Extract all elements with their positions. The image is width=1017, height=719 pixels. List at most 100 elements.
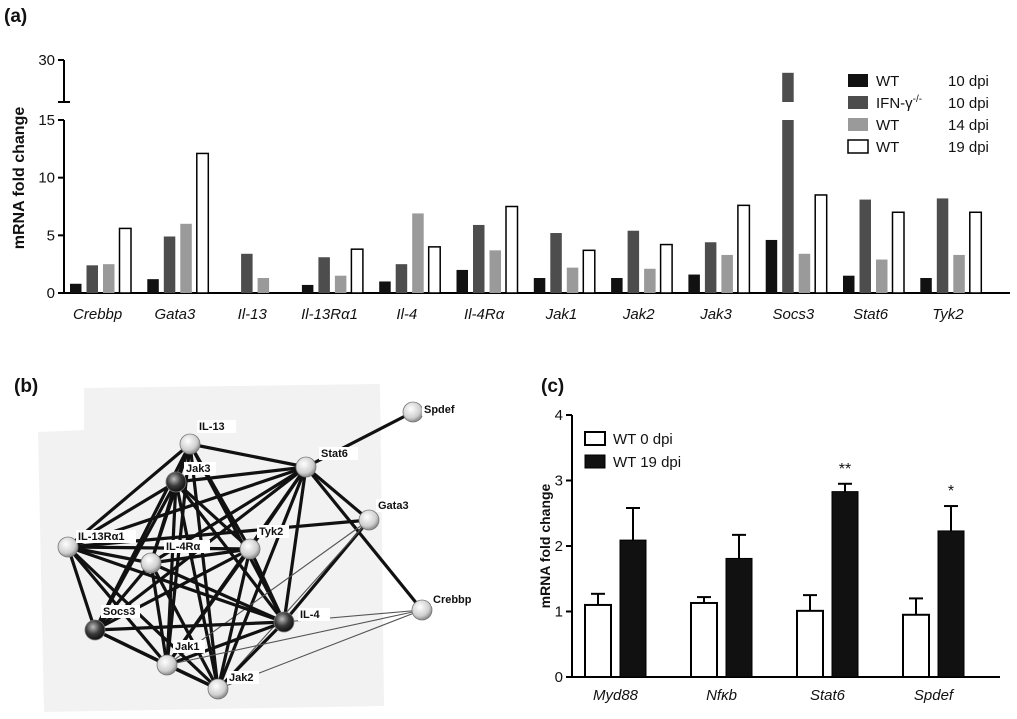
bar-Socs3-3 (814, 194, 828, 294)
panel-a-category-labels: Crebbp Gata3 Il-13 Il-13Rα1 Il-4 Il-4Rα Jak1 Ja… (73, 306, 964, 323)
network-edge-IL-4Ra-IL-4 (150, 561, 285, 624)
network-label-background (298, 608, 330, 621)
bar-Crebbp-0 (70, 283, 82, 293)
bar-Il-4-2 (412, 213, 424, 293)
bar-Crebbp-1 (86, 265, 98, 293)
network-nodes: Spdef IL-13 Stat6 Jak3 Gata3 Tyk2 IL-13Rα1 IL-4… (57, 401, 477, 700)
bar-Stat6-1 (859, 199, 871, 293)
bar-Myd88-0 (584, 603, 612, 679)
significance-marker: * (948, 483, 954, 500)
panel-c-y-axis-label: mRNA fold change (537, 483, 553, 608)
network-edge-Stat6-Jak3 (175, 465, 307, 484)
network-edge-IL-13Ra1-IL-4Ra (67, 545, 152, 565)
panel-a-y-tick-label: 30 (38, 52, 55, 69)
network-label-background (319, 447, 358, 460)
network-label-background (184, 462, 216, 475)
bar-Il-13-2 (257, 278, 270, 293)
network-label-background (257, 525, 289, 538)
network-label-background (422, 403, 461, 416)
panel-c-category-labels: Myd88 Nfκb Stat6 Spdef (593, 687, 955, 704)
network-edge-Stat6-IL-4 (282, 466, 308, 623)
bar-Il-13Rα1-0 (301, 284, 314, 293)
network-node-label: Spdef (424, 404, 455, 416)
network-node-label: Stat6 (321, 448, 348, 460)
panel-a-category-label: Il-13Rα1 (301, 306, 358, 323)
legend-label: WT 0 dpi (613, 431, 673, 448)
network-edge-Gata3-Jak2 (217, 519, 370, 690)
bar-Socs3-2 (798, 253, 811, 293)
panel-a-bars (70, 72, 983, 294)
bar-Il-4Rα-2 (489, 250, 501, 293)
panel-a-category-label: Tyk2 (932, 306, 964, 323)
panel-a-category-label: Il-4Rα (464, 306, 505, 323)
network-node-label: IL-4 (300, 609, 320, 621)
legend-swatch (584, 454, 606, 469)
panel-c-y-tick-label: 0 (555, 669, 563, 686)
network-node-Tyk2 (239, 538, 261, 560)
bar-Crebbp-3 (118, 227, 132, 294)
legend-label-superscript: -/- (913, 94, 922, 105)
bar-Jak2-1 (627, 230, 640, 293)
panel-a-category-label: Jak1 (545, 306, 578, 323)
bar-Stat6-3 (891, 211, 905, 294)
panel-c-category-label: Nfκb (706, 687, 737, 704)
network-edge-IL-4Ra-Jak1 (149, 562, 169, 666)
bar-Stat6-2 (876, 259, 888, 293)
panel-a-category-label: Socs3 (772, 306, 814, 323)
bar-Stat6-0 (843, 275, 855, 293)
network-label-background (173, 640, 205, 653)
network-edge-Tyk2-Jak2 (216, 548, 252, 690)
bar-Tyk2-3 (969, 211, 983, 294)
bar-Jak1-3 (582, 249, 596, 294)
network-node-Jak3 (165, 471, 187, 493)
bar-Jak2-0 (611, 278, 623, 293)
network-edge-Stat6-Gata3 (304, 465, 371, 522)
network-label-background (101, 605, 140, 618)
network-label-background (227, 671, 259, 684)
bar-Il-13Rα1-1 (318, 257, 330, 293)
bar-Il-4-1 (395, 264, 408, 293)
panel-a-y-axis-label: mRNA fold change (11, 107, 28, 250)
panel-a-category-label: Jak3 (699, 306, 732, 323)
network-node-IL-13Ra1 (57, 536, 79, 558)
bar-Jak1-1 (550, 233, 562, 293)
network-node-label: Jak2 (229, 672, 253, 684)
bar-Jak1-0 (533, 278, 546, 293)
network-edge-IL-13Ra1-IL-4 (67, 545, 285, 624)
legend-label: WT (876, 73, 899, 90)
panel-a-y-tick-label: 15 (38, 112, 55, 129)
bar-Gata3-0 (147, 279, 159, 293)
bar-Il-4-3 (427, 246, 441, 294)
network-edge-Tyk2-IL-4 (248, 548, 286, 623)
panel-a-y-tick-label: 5 (47, 227, 55, 244)
bar-Socs3-1-upper (782, 72, 794, 102)
network-node-label: Tyk2 (259, 526, 283, 538)
network-node-label: IL-4Rα (166, 541, 201, 553)
panel-a-category-label: Gata3 (155, 306, 197, 323)
bar-Il-13-1 (241, 253, 253, 293)
network-node-label: IL-13Rα1 (78, 531, 125, 543)
bar-Tyk2-0 (920, 278, 932, 293)
panel-a-category-label: Il-13 (238, 306, 268, 323)
bar-Nfκb-1 (725, 557, 753, 678)
bar-Jak3-2 (721, 254, 733, 293)
bar-Nfκb-0 (690, 601, 718, 678)
panel-a-label: (a) (4, 6, 27, 27)
bar-Stat6-1 (831, 491, 859, 678)
panel-c-category-label: Spdef (914, 687, 955, 704)
panel-c-bars: *** (584, 461, 965, 679)
legend-swatch (847, 139, 869, 154)
network-edge-IL-4Ra-Socs3 (93, 561, 153, 632)
legend-label: IFN-γ-/- (876, 94, 922, 112)
bar-Socs3-0 (765, 239, 778, 293)
bar-Il-4Rα-1 (473, 224, 485, 293)
network-edge-Tyk2-IL-13Ra1 (67, 545, 251, 551)
network-node-Jak2 (207, 678, 229, 700)
bar-Jak1-2 (566, 267, 579, 293)
panel-c-label: (c) (541, 376, 564, 397)
legend-swatch (848, 74, 868, 87)
panel-a-chart: mRNA fold change 0 5 10 15 30 Crebbp Gata3 Il-… (11, 52, 1010, 323)
bar-Spdef-0 (902, 613, 930, 679)
network-edge-Jak1-Crebbp (166, 609, 423, 666)
